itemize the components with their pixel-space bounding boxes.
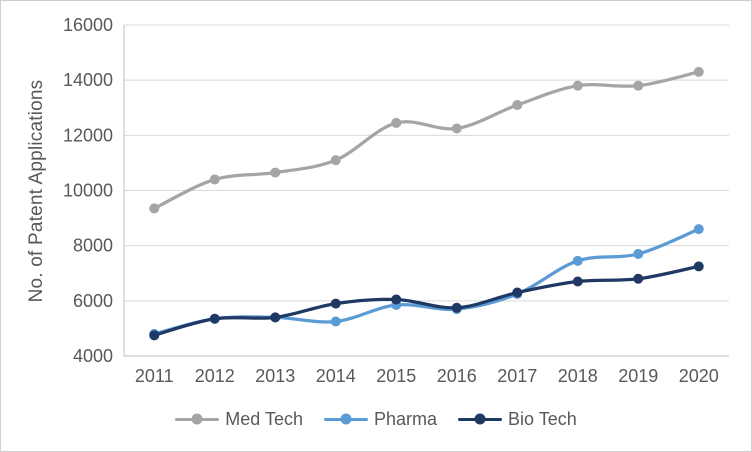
series-marker-med-tech <box>270 167 281 178</box>
series-marker-bio-tech <box>512 287 523 298</box>
series-marker-med-tech <box>330 155 341 166</box>
bio-tech-line-marker-icon <box>458 413 503 425</box>
legend-label-med-tech: Med Tech <box>225 408 303 429</box>
y-tick-label: 4000 <box>73 346 113 366</box>
series-marker-pharma <box>572 255 583 266</box>
series-marker-bio-tech <box>693 261 704 272</box>
x-tick-label: 2013 <box>255 366 295 386</box>
legend-item-bio-tech: Bio Tech <box>458 409 577 430</box>
series-marker-bio-tech <box>330 298 341 309</box>
x-tick-label: 2012 <box>195 366 235 386</box>
series-marker-med-tech <box>209 174 220 185</box>
y-tick-label: 6000 <box>73 291 113 311</box>
x-tick-label: 2019 <box>618 366 658 386</box>
series-marker-med-tech <box>693 66 704 77</box>
legend-label-pharma: Pharma <box>373 408 438 429</box>
series-marker-med-tech <box>451 123 462 134</box>
series-marker-bio-tech <box>391 294 402 305</box>
series-marker-bio-tech <box>149 330 160 341</box>
x-tick-label: 2020 <box>679 366 719 386</box>
series-marker-bio-tech <box>270 312 281 323</box>
series-marker-bio-tech <box>451 302 462 313</box>
series-marker-bio-tech <box>572 276 583 287</box>
x-tick-label: 2018 <box>558 366 598 386</box>
y-tick-label: 14000 <box>63 70 113 90</box>
series-marker-med-tech <box>572 80 583 91</box>
y-tick-label: 16000 <box>63 15 113 35</box>
x-tick-label: 2016 <box>437 366 477 386</box>
y-tick-label: 8000 <box>73 236 113 256</box>
series-marker-med-tech <box>149 203 160 214</box>
x-tick-label: 2017 <box>497 366 537 386</box>
series-marker-med-tech <box>391 117 402 128</box>
series-marker-bio-tech <box>633 273 644 284</box>
x-tick-label: 2015 <box>376 366 416 386</box>
series-marker-pharma <box>330 316 341 327</box>
series-marker-med-tech <box>512 99 523 110</box>
series-marker-med-tech <box>633 80 644 91</box>
med-tech-line-marker-icon <box>175 413 220 425</box>
y-tick-label: 10000 <box>63 181 113 201</box>
series-marker-bio-tech <box>209 313 220 324</box>
series-line-med-tech <box>152 70 701 211</box>
pharma-line-marker-icon <box>323 413 368 425</box>
legend: Med Tech Pharma Bio Tech <box>1 407 751 431</box>
series-marker-pharma <box>633 248 644 259</box>
legend-label-bio-tech: Bio Tech <box>508 408 577 429</box>
series-marker-pharma <box>693 224 704 235</box>
x-tick-label: 2014 <box>316 366 356 386</box>
series-line-bio-tech <box>152 264 701 337</box>
legend-item-med-tech: Med Tech <box>175 409 303 430</box>
x-tick-label: 2011 <box>135 366 174 386</box>
y-tick-label: 12000 <box>63 125 113 145</box>
legend-item-pharma: Pharma <box>323 408 438 430</box>
